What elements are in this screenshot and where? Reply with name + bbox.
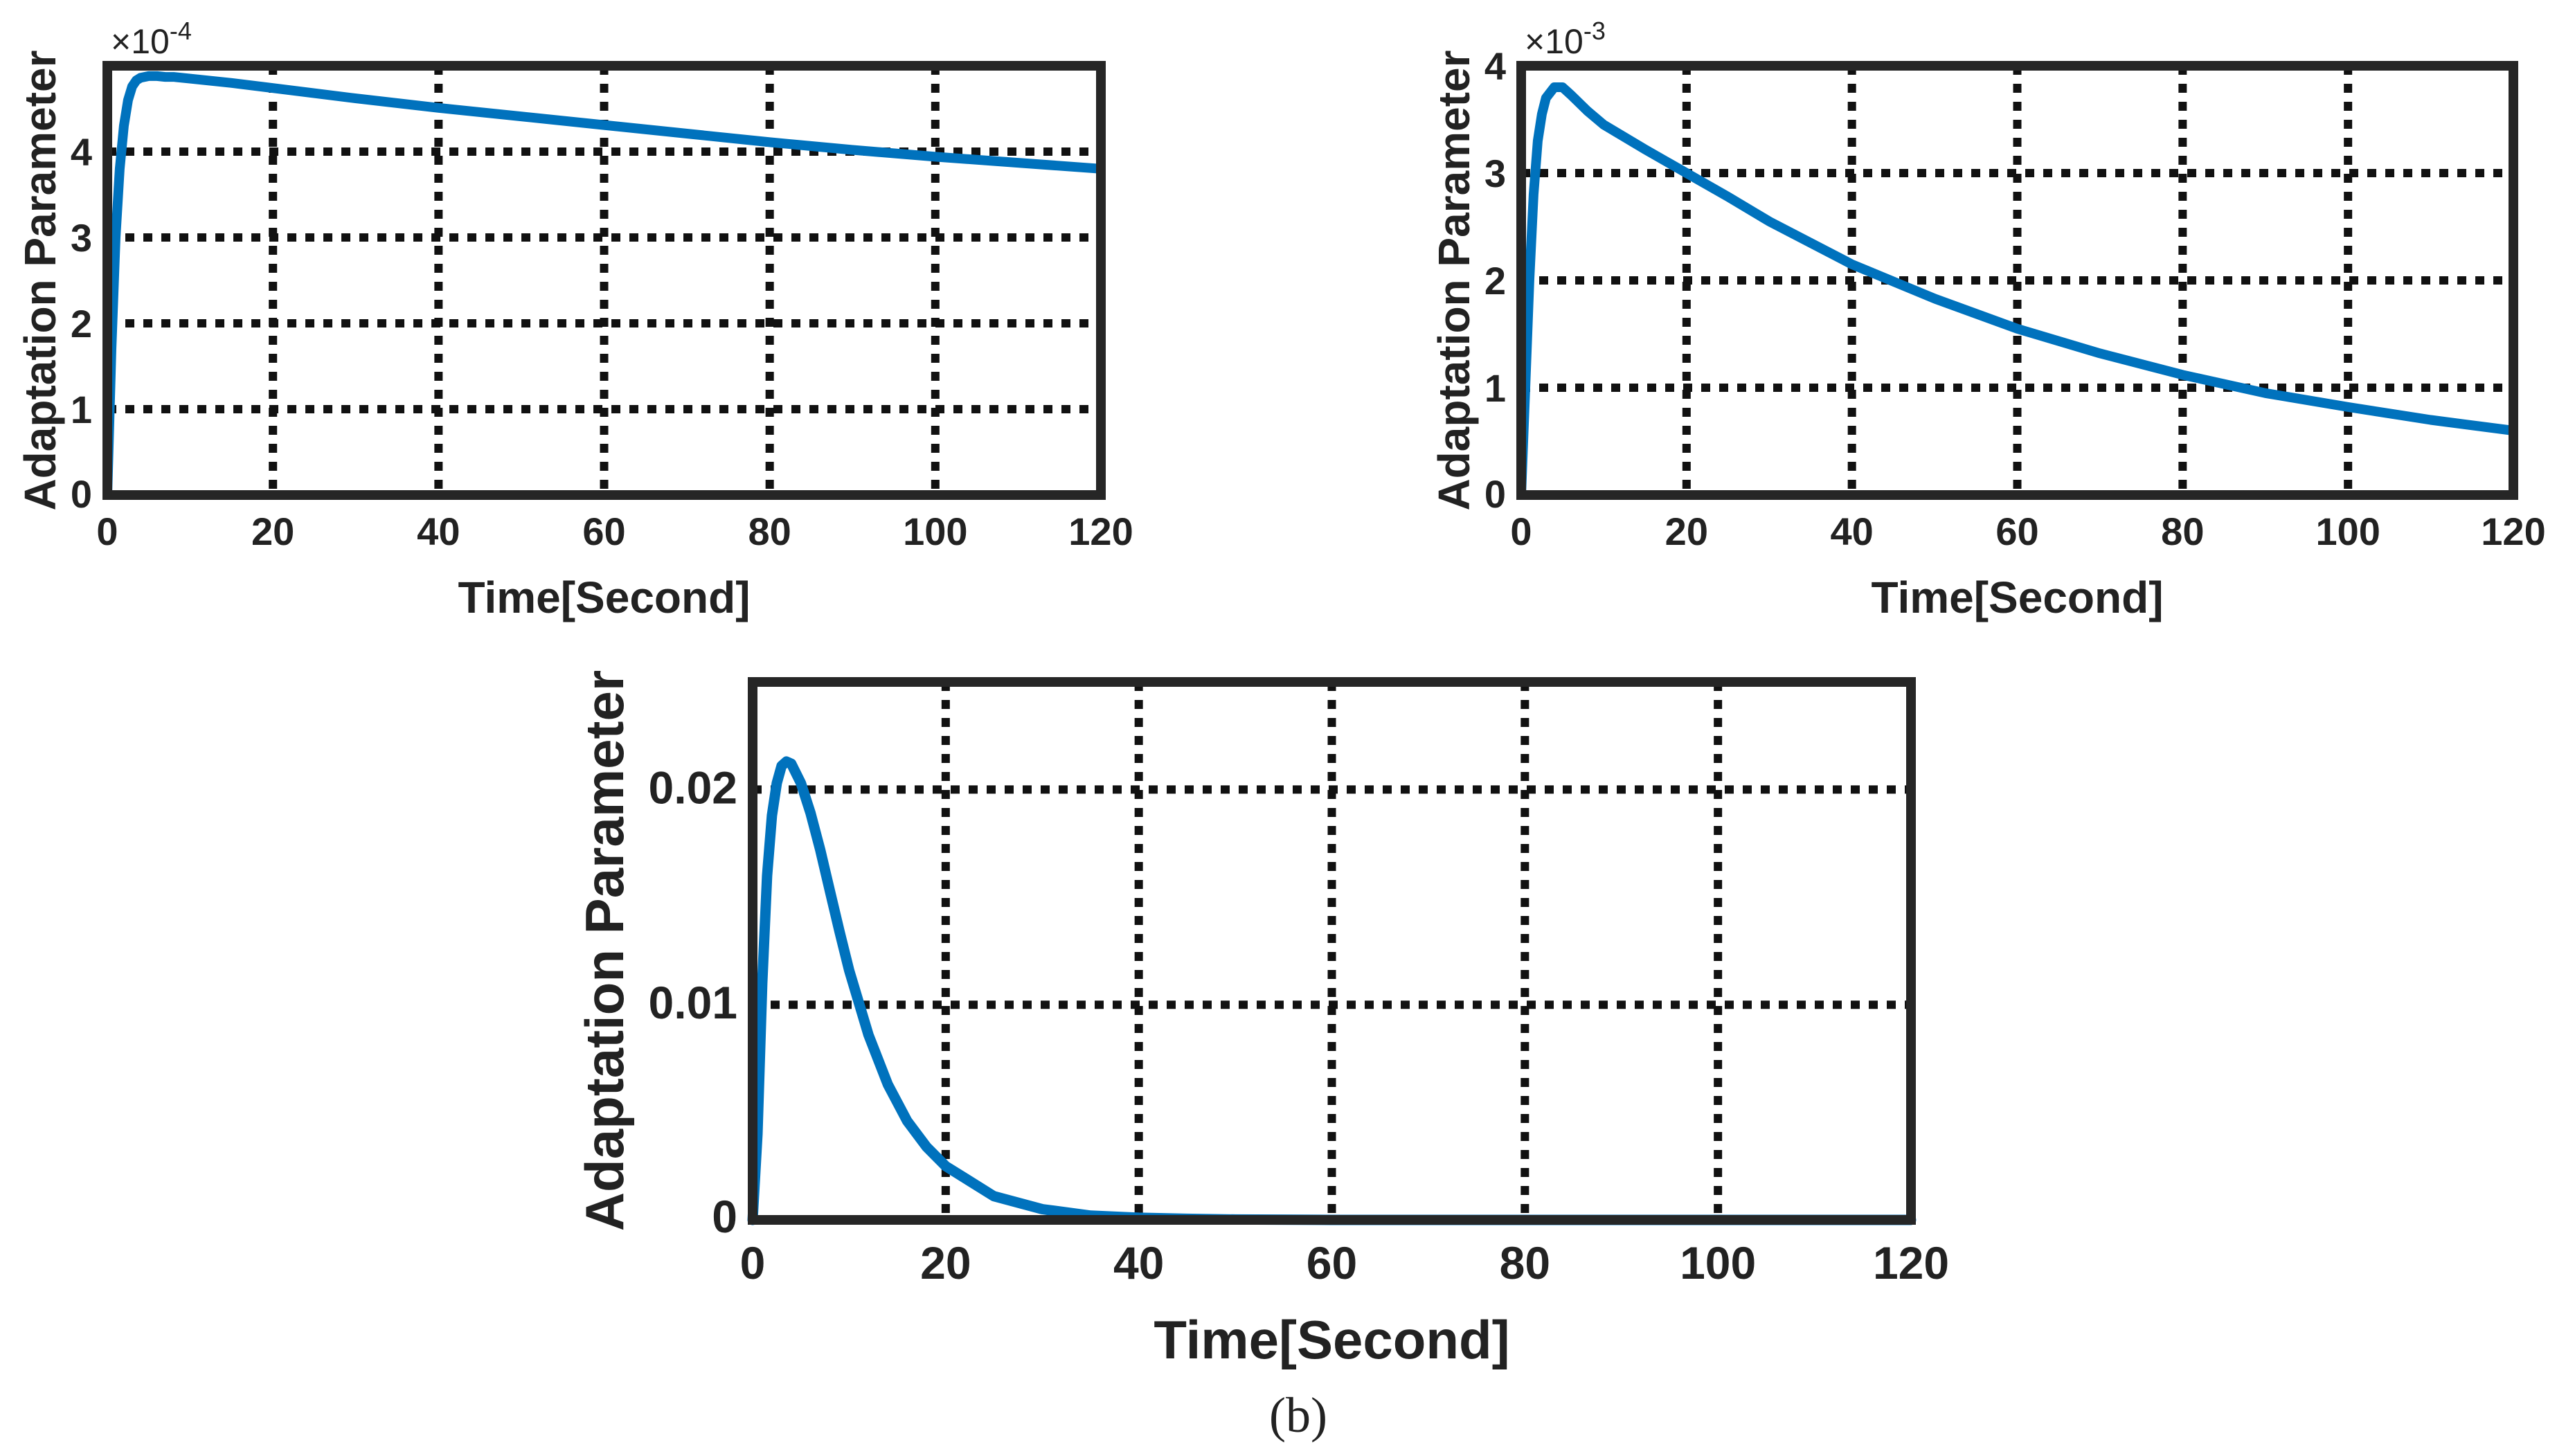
y-axis-label: Adaptation Parameter [1429,50,1479,510]
x-tick-label: 20 [1665,510,1708,553]
series-line [1516,82,2518,500]
x-tick-label: 80 [1500,1237,1550,1288]
x-axis-label: Time[Second] [458,573,751,622]
y-axis-label: Adaptation Parameter [574,670,635,1232]
y-tick-label: 1 [1484,366,1506,410]
y-axis-label: Adaptation Parameter [15,50,65,510]
x-tick-label: 40 [417,510,460,553]
x-tick-label: 40 [1113,1237,1164,1288]
y-tick-label: 4 [1484,44,1506,88]
top-left-chart: 0 20 40 60 80 100 120 0 1 2 3 4 Time[Second] Adaptati… [15,17,1133,622]
x-tick-label: 120 [1873,1237,1949,1288]
x-tick-label: 20 [251,510,294,553]
y-tick-label: 3 [1484,152,1506,195]
y-tick-label: 2 [1484,259,1506,303]
x-tick-label: 60 [582,510,625,553]
x-tick-label: 80 [748,510,791,553]
y-tick-label: 0.01 [649,977,737,1028]
y-tick-label: 1 [71,388,92,431]
x-tick-label: 60 [1995,510,2038,553]
y-tick-label: 0.02 [649,762,737,813]
figure-caption: (b) [1269,1387,1327,1443]
x-tick-label: 0 [1510,510,1532,553]
y-tick-label: 4 [71,130,92,174]
x-tick-label: 80 [2161,510,2204,553]
top-right-chart: 0 20 40 60 80 100 120 0 1 2 3 4 Time[Second] Adaptati… [1429,17,2546,622]
axes-frame [1516,61,2518,500]
y-tick-label: 3 [71,216,92,260]
bottom-chart: 0 20 40 60 80 100 120 0 0.01 0.02 Time[Second] Adap… [574,670,1949,1370]
x-axis-label: Time[Second] [1154,1309,1509,1370]
exponent-power: -4 [170,17,192,45]
x-tick-label: 100 [1680,1237,1756,1288]
y-tick-label: 0 [71,472,92,516]
axes-frame [102,61,1106,500]
x-tick-label: 120 [2481,510,2545,553]
x-tick-label: 40 [1831,510,1874,553]
x-tick-label: 120 [1068,510,1133,553]
y-tick-label: 0 [712,1191,737,1242]
x-tick-label: 100 [2315,510,2380,553]
series-line [102,71,1106,500]
x-tick-label: 20 [920,1237,971,1288]
x-tick-label: 0 [740,1237,766,1288]
axes-frame [748,677,1916,1225]
x-axis-label: Time[Second] [1872,573,2164,622]
x-tick-label: 100 [903,510,967,553]
exponent-power: -3 [1583,17,1606,45]
exponent-label: ×10-4 [111,17,192,61]
y-tick-label: 2 [71,302,92,345]
exponent-label: ×10-3 [1525,17,1606,61]
y-tick-label: 0 [1484,472,1506,516]
x-tick-label: 0 [96,510,118,553]
x-tick-label: 60 [1307,1237,1357,1288]
